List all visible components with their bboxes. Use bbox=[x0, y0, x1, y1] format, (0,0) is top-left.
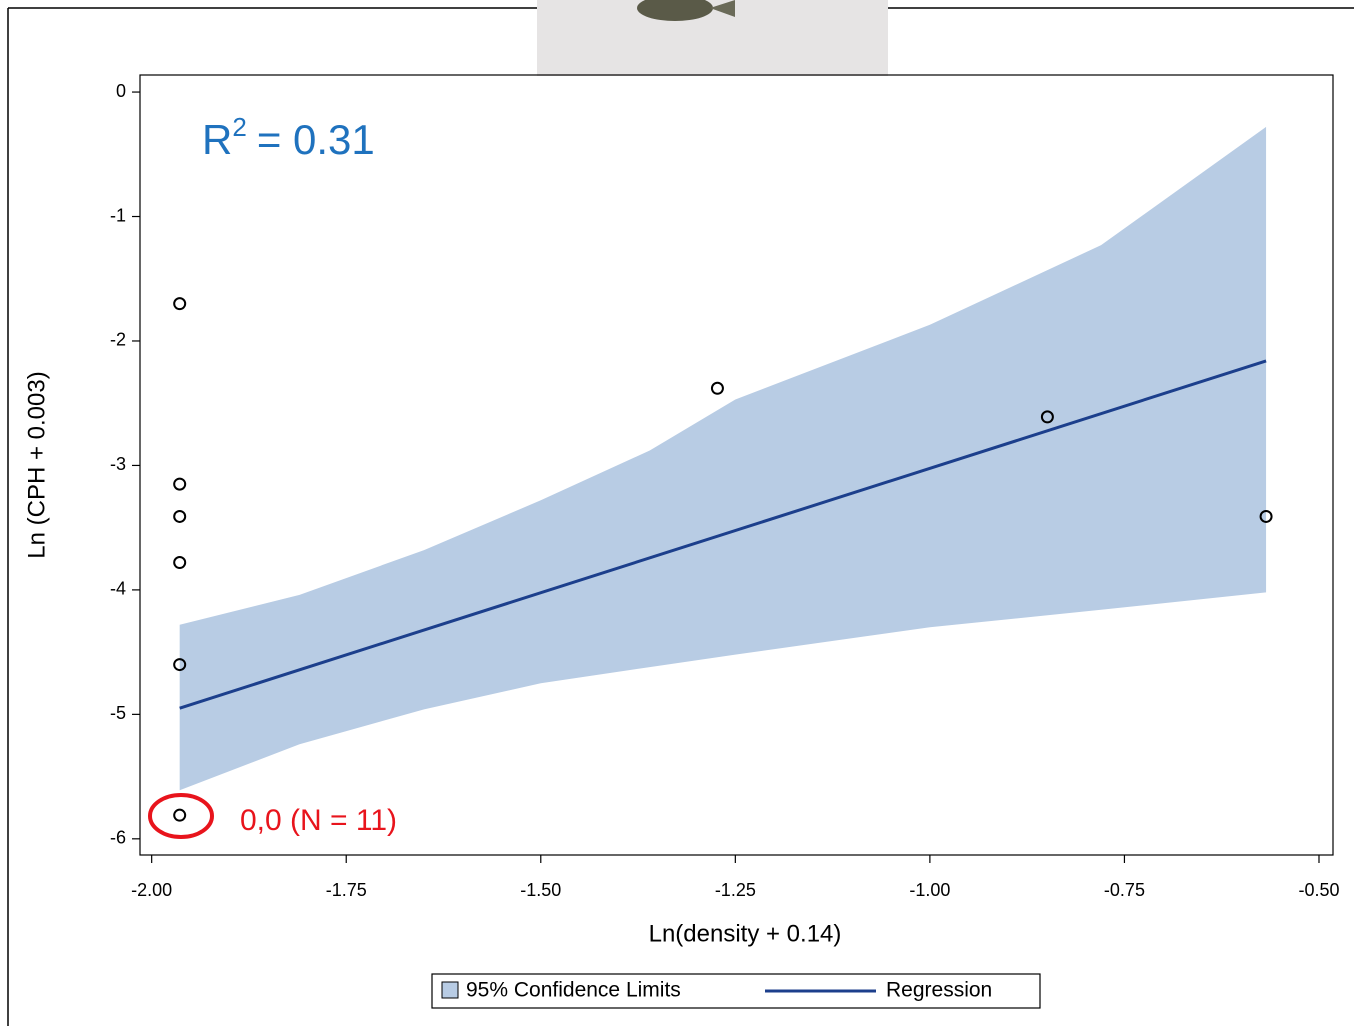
x-tick-label: -1.25 bbox=[715, 880, 756, 900]
data-point bbox=[173, 808, 187, 822]
y-tick-label: -6 bbox=[110, 828, 126, 848]
y-tick-label: -3 bbox=[110, 454, 126, 474]
y-tick-label: -4 bbox=[110, 579, 126, 599]
data-point bbox=[1259, 509, 1273, 523]
x-axis-label: Ln(density + 0.14) bbox=[649, 920, 842, 947]
y-tick-label: 0 bbox=[116, 81, 126, 101]
confidence-band bbox=[179, 126, 1267, 791]
legend-label: Regression bbox=[886, 979, 992, 1002]
regression-line bbox=[179, 359, 1267, 710]
fish-photo bbox=[537, 0, 888, 76]
zero-highlight bbox=[148, 793, 214, 839]
r2-rest: = 0.31 bbox=[257, 116, 375, 163]
y-tick-label: -1 bbox=[110, 205, 126, 225]
data-point bbox=[173, 477, 187, 491]
x-tick-label: -1.75 bbox=[326, 880, 367, 900]
data-point bbox=[710, 381, 724, 395]
r2-sup: 2 bbox=[232, 112, 246, 142]
y-tick-label: -2 bbox=[110, 330, 126, 350]
data-point bbox=[1040, 410, 1054, 424]
data-point bbox=[173, 556, 187, 570]
legend-label: 95% Confidence Limits bbox=[466, 979, 681, 1002]
data-point bbox=[173, 509, 187, 523]
data-point bbox=[173, 297, 187, 311]
legend: 95% Confidence Limits Regression bbox=[431, 973, 1041, 1009]
legend-box bbox=[431, 973, 1041, 1009]
r2-base: R bbox=[202, 116, 232, 163]
x-tick-label: -0.50 bbox=[1298, 880, 1339, 900]
r-squared: R2 = 0.31 bbox=[202, 112, 375, 163]
zero-note: 0,0 (N = 11) bbox=[240, 804, 397, 837]
legend-swatch bbox=[441, 981, 459, 999]
y-tick-label: -5 bbox=[110, 703, 126, 723]
plot: 0 -1 -2 -3 -4 -5 -6 -2.00 -1.75 -1.50 -1.25 -1.00 -0… bbox=[110, 74, 1340, 900]
x-tick-label: -2.00 bbox=[131, 880, 172, 900]
x-tick-label: -1.00 bbox=[909, 880, 950, 900]
x-tick-label: -0.75 bbox=[1104, 880, 1145, 900]
data-point bbox=[173, 658, 187, 672]
x-tick-label: -1.50 bbox=[520, 880, 561, 900]
y-axis-label: Ln (CPH + 0.003) bbox=[23, 371, 50, 558]
